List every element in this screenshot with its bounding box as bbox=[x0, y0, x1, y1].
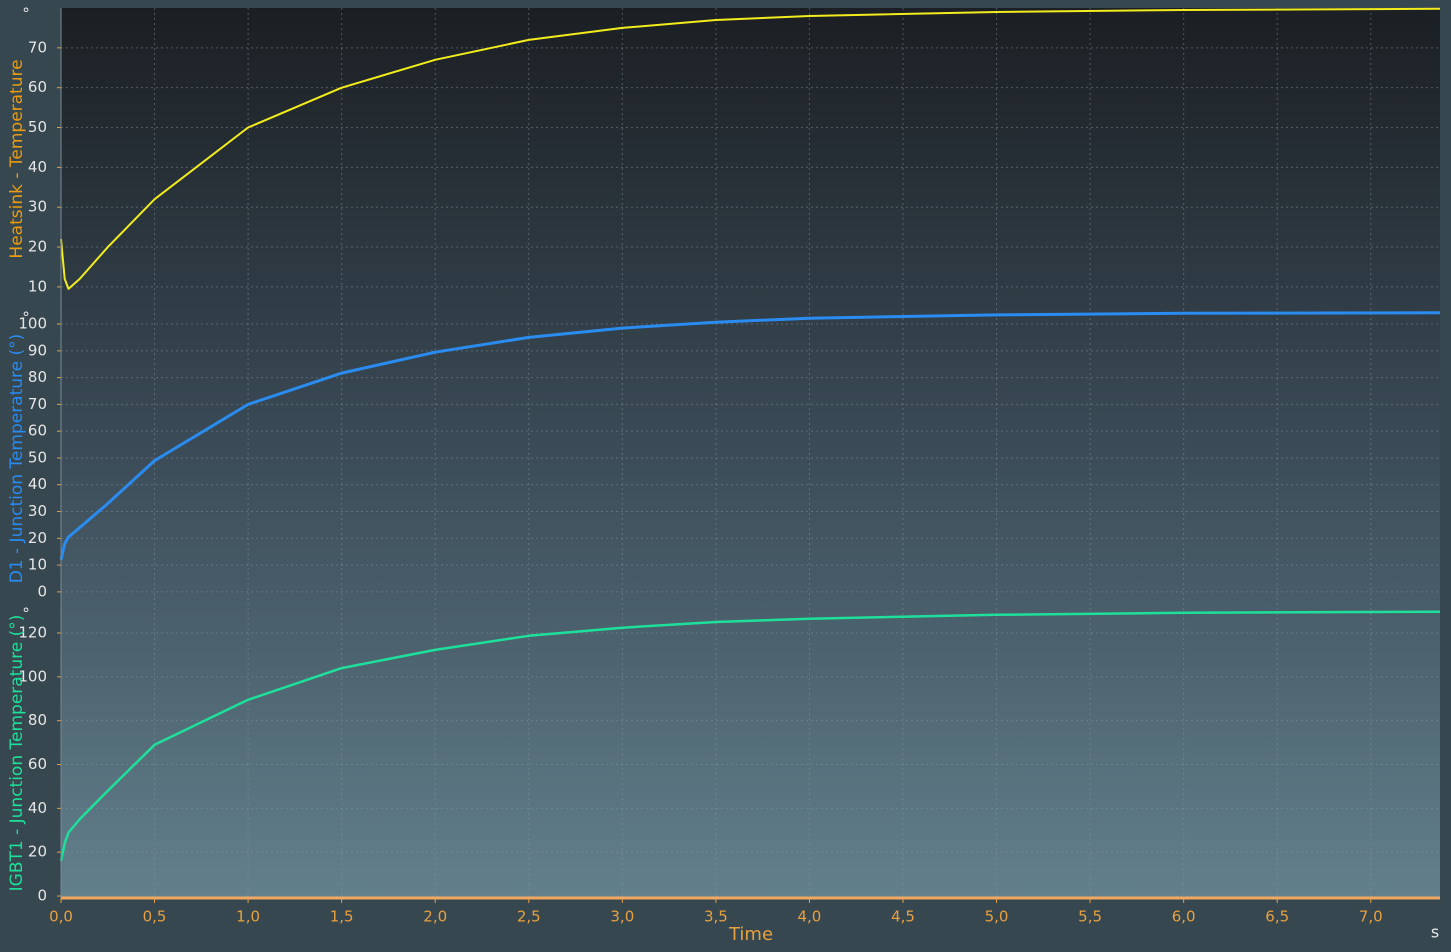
y-tick-label: 20 bbox=[28, 843, 47, 861]
y-tick-label: 80 bbox=[28, 368, 47, 386]
y-axis-title: IGBT1 - Junction Temperature (°) bbox=[7, 615, 27, 892]
y-tick-label: 40 bbox=[28, 158, 47, 176]
y-tick-label: 40 bbox=[28, 799, 47, 817]
x-tick-label: 1,5 bbox=[330, 908, 354, 926]
y-axis-title: D1 - Junction Temperature (°) bbox=[7, 334, 27, 584]
y-tick-label: 30 bbox=[28, 502, 47, 520]
x-tick-label: 0,0 bbox=[49, 908, 73, 926]
series-line bbox=[59, 610, 1441, 862]
plot-area bbox=[61, 8, 1440, 898]
x-tick-label: 4,5 bbox=[891, 908, 915, 926]
x-tick-label: 4,0 bbox=[798, 908, 822, 926]
x-axis-title: Time bbox=[728, 924, 773, 945]
x-tick-label: 2,0 bbox=[423, 908, 447, 926]
y-tick-label: 100 bbox=[18, 667, 47, 685]
y-tick-label: 0 bbox=[37, 582, 47, 600]
y-axis-unit: ° bbox=[22, 309, 30, 327]
x-tick-label: 3,5 bbox=[704, 908, 728, 926]
y-tick-label: 10 bbox=[28, 277, 47, 295]
y-tick-label: 50 bbox=[28, 448, 47, 466]
y-tick-label: 70 bbox=[28, 38, 47, 56]
y-tick-label: 60 bbox=[28, 755, 47, 773]
series-line bbox=[60, 7, 1441, 290]
x-tick-label: 5,5 bbox=[1078, 908, 1102, 926]
y-tick-label: 90 bbox=[28, 341, 47, 359]
x-tick-label: 7,0 bbox=[1359, 908, 1383, 926]
y-tick-label: 80 bbox=[28, 711, 47, 729]
y-tick-label: 70 bbox=[28, 395, 47, 413]
y-tick-label: 50 bbox=[28, 118, 47, 136]
x-tick-label: 2,5 bbox=[517, 908, 541, 926]
y-tick-label: 60 bbox=[28, 422, 47, 440]
x-axis-unit: s bbox=[1431, 923, 1439, 942]
x-tick-label: 5,0 bbox=[985, 908, 1009, 926]
y-tick-label: 30 bbox=[28, 198, 47, 216]
x-tick-label: 6,5 bbox=[1265, 908, 1289, 926]
x-tick-label: 3,0 bbox=[610, 908, 634, 926]
y-tick-label: 20 bbox=[28, 529, 47, 547]
series-line bbox=[59, 311, 1441, 561]
y-tick-label: 20 bbox=[28, 238, 47, 256]
y-axis-unit: ° bbox=[22, 605, 30, 623]
y-tick-label: 40 bbox=[28, 475, 47, 493]
y-axis-unit: ° bbox=[22, 5, 30, 23]
x-tick-label: 6,0 bbox=[1172, 908, 1196, 926]
y-tick-label: 100 bbox=[18, 315, 47, 333]
x-tick-label: 0,5 bbox=[143, 908, 167, 926]
y-tick-label: 120 bbox=[18, 623, 47, 641]
x-tick-label: 1,0 bbox=[236, 908, 260, 926]
y-tick-label: 60 bbox=[28, 78, 47, 96]
y-tick-label: 0 bbox=[37, 887, 47, 905]
y-axis-title: Heatsink - Temperature bbox=[7, 59, 27, 258]
y-tick-label: 10 bbox=[28, 556, 47, 574]
